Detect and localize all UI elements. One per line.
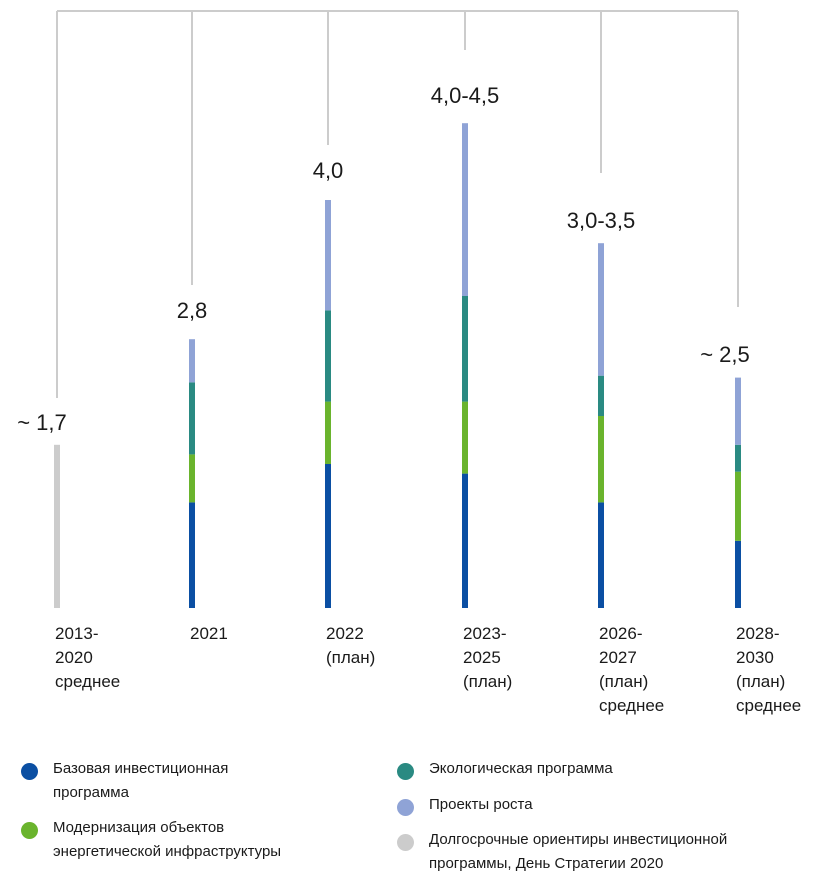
value-label: ~ 2,5 [700, 342, 750, 367]
legend-swatch [397, 834, 414, 851]
category-label: 2028- 2030 (план) среднее [736, 624, 802, 715]
bar-segment [462, 296, 468, 402]
bar-segment [189, 382, 195, 455]
category-label: 2022 (план) [326, 624, 376, 667]
category-label: 2013- 2020 среднее [55, 624, 121, 691]
bar-segment [735, 540, 741, 608]
legend-label: Модернизация объектов энергетической инф… [53, 819, 282, 860]
bar-segment [598, 416, 604, 503]
bar-segment [325, 200, 331, 311]
legend-swatch [21, 822, 38, 839]
bar-segment [462, 401, 468, 474]
bar-segment [598, 375, 604, 416]
value-label: 4,0 [313, 158, 344, 183]
legend-swatch [21, 763, 38, 780]
bar-segment [735, 377, 741, 445]
category-label: 2026- 2027 (план) среднее [599, 624, 665, 715]
bar-segment [462, 473, 468, 608]
bar-segment [325, 310, 331, 402]
value-label: ~ 1,7 [17, 410, 67, 435]
value-label: 3,0-3,5 [567, 208, 636, 233]
legend-label: Долгосрочные ориентиры инвестиционной пр… [429, 831, 728, 872]
bar-segment [462, 123, 468, 296]
bar-segment [325, 464, 331, 608]
legend-swatch [397, 799, 414, 816]
legend-swatch [397, 763, 414, 780]
bar-segment [189, 502, 195, 608]
bar-segment [189, 339, 195, 383]
legend-label: Проекты роста [429, 796, 533, 813]
legend-label: Базовая инвестиционная программа [53, 760, 229, 801]
bar-segment [598, 243, 604, 376]
value-label: 4,0-4,5 [431, 83, 500, 108]
bar-segment [735, 444, 741, 472]
legend-label: Экологическая программа [429, 760, 613, 777]
bar-segment [735, 471, 741, 541]
value-label: 2,8 [177, 298, 208, 323]
category-label: 2021 [190, 624, 228, 643]
bar-segment [54, 444, 60, 608]
bar-segment [598, 502, 604, 608]
bar-segment [189, 454, 195, 503]
category-label: 2023- 2025 (план) [463, 624, 513, 691]
bar-segment [325, 401, 331, 464]
